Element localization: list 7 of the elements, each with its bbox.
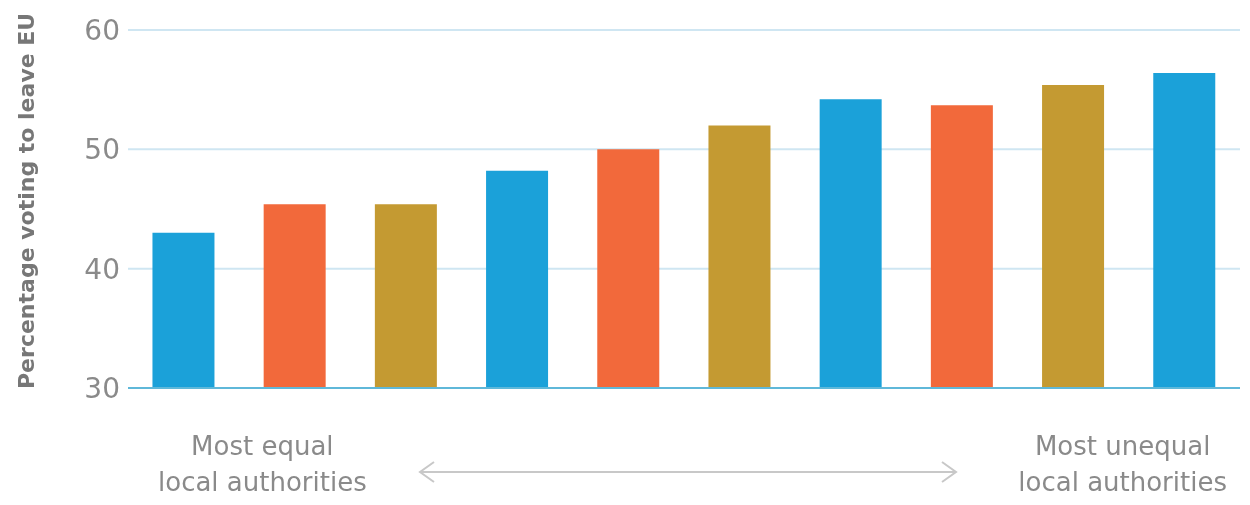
y-tick-label: 50 [84,133,120,167]
y-tick-label: 40 [84,252,120,286]
y-tick-label: 30 [84,371,120,405]
y-tick-label: 60 [84,13,120,47]
text: Most equal local authorities [158,430,367,499]
text: Most unequal local authorities [1018,430,1227,499]
y-axis-title: Percentage voting to leave EU [13,12,39,389]
